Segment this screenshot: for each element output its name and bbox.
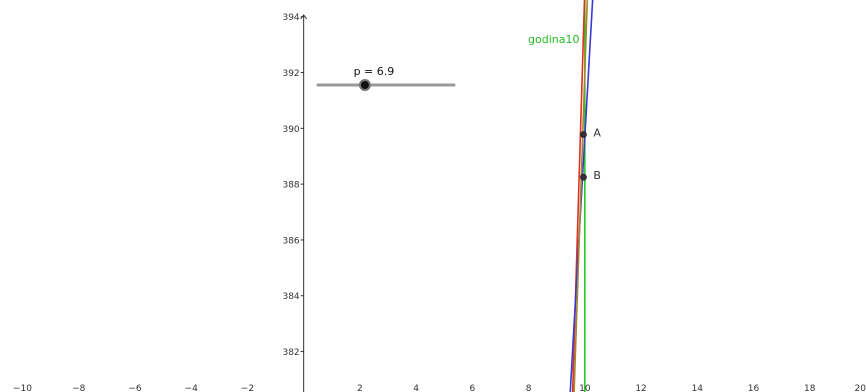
x-tick-label: −10 xyxy=(13,384,32,392)
y-tick-label: 392 xyxy=(282,69,299,79)
x-tick-label: 14 xyxy=(692,384,704,392)
x-tick-label: −4 xyxy=(185,384,199,392)
line-red-line[interactable] xyxy=(571,0,586,392)
x-tick-label: 10 xyxy=(579,384,591,392)
y-tick-label: 386 xyxy=(282,236,299,246)
point-label-B: B xyxy=(593,169,601,182)
y-tick-label: 384 xyxy=(282,292,299,302)
point-label-A: A xyxy=(593,126,601,139)
x-tick-label: −6 xyxy=(128,384,142,392)
line-layer xyxy=(569,0,594,392)
y-axis-arrow xyxy=(300,14,308,20)
x-tick-label: −2 xyxy=(241,384,254,392)
x-tick-label: 18 xyxy=(804,384,816,392)
point-layer: AB xyxy=(580,126,601,182)
x-axis-ticks: −10 −8 −6 −4 −2 2 4 6 8 10 12 14 16 18 20 xyxy=(13,384,866,392)
x-tick-label: −8 xyxy=(72,384,86,392)
y-axis-ticks: 382 384 386 388 390 392 394 xyxy=(282,13,304,358)
slider-label: p = 6.9 xyxy=(354,65,395,78)
y-tick-label: 390 xyxy=(282,125,299,135)
x-tick-label: 16 xyxy=(748,384,760,392)
y-tick-label: 388 xyxy=(282,181,299,191)
line-olive-line[interactable] xyxy=(573,0,589,392)
slider-handle[interactable] xyxy=(358,79,371,91)
x-tick-label: 2 xyxy=(357,384,363,392)
point-A[interactable] xyxy=(580,131,587,138)
slider-p[interactable]: p = 6.9 xyxy=(316,65,456,91)
x-tick-label: 8 xyxy=(526,384,532,392)
line-label-godina10[interactable]: godina10 xyxy=(528,33,579,46)
x-tick-label: 4 xyxy=(413,384,419,392)
y-tick-label: 394 xyxy=(282,13,299,23)
x-tick-label: 6 xyxy=(469,384,475,392)
axes: 382 384 386 388 390 392 394 −10 −8 −6 −4 −2 2 4 6 8 10 1… xyxy=(13,13,866,392)
point-B[interactable] xyxy=(580,173,587,181)
x-tick-label: 20 xyxy=(855,384,866,392)
x-tick-label: 12 xyxy=(635,384,646,392)
y-tick-label: 382 xyxy=(282,348,299,358)
